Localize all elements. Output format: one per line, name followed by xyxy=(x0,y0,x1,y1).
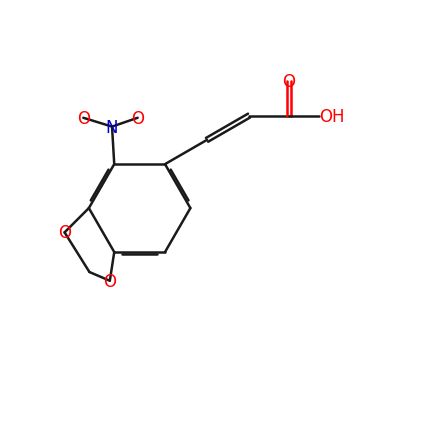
Text: OH: OH xyxy=(319,107,344,125)
Text: O: O xyxy=(283,73,295,91)
Text: O: O xyxy=(58,224,71,242)
Text: N: N xyxy=(106,118,118,136)
Text: O: O xyxy=(77,109,90,127)
Text: O: O xyxy=(103,272,116,290)
Text: O: O xyxy=(131,109,144,127)
